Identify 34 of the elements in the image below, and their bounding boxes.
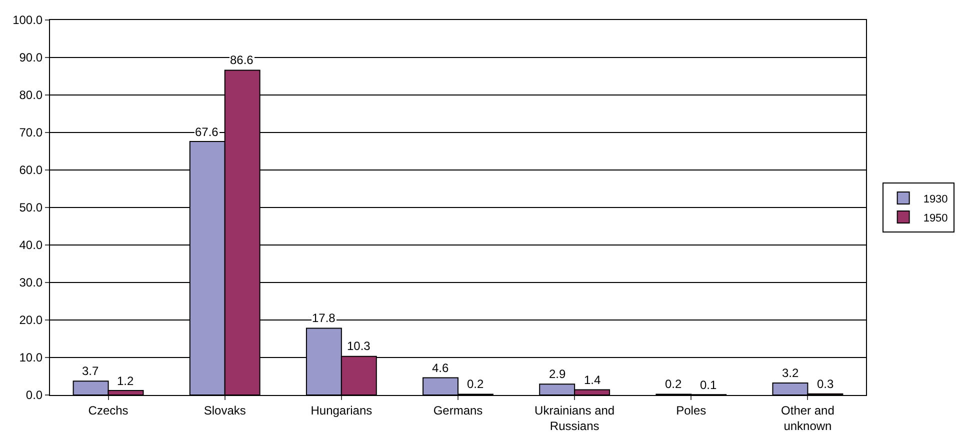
y-tick-label: 30.0 bbox=[19, 276, 43, 290]
data-label: 0.1 bbox=[700, 378, 718, 392]
y-tick-label: 80.0 bbox=[19, 88, 43, 102]
data-label: 3.2 bbox=[782, 366, 800, 380]
data-label: 1.4 bbox=[584, 373, 602, 387]
y-tick-label: 70.0 bbox=[19, 126, 43, 140]
data-label: 1.2 bbox=[117, 374, 134, 388]
y-tick-label: 90.0 bbox=[19, 50, 43, 65]
y-tick-label: 50.0 bbox=[19, 200, 43, 215]
data-label: 4.6 bbox=[432, 361, 450, 375]
data-label: 17.8 bbox=[312, 311, 336, 325]
data-label: 10.3 bbox=[347, 339, 371, 353]
data-label: 67.6 bbox=[195, 125, 219, 139]
data-label: 0.3 bbox=[817, 377, 834, 391]
x-tick-label: Hungarians bbox=[310, 403, 372, 418]
x-tick-label: Poles bbox=[676, 403, 706, 418]
x-tick-label: Germans bbox=[433, 403, 483, 418]
data-label: 86.6 bbox=[230, 53, 254, 67]
y-tick-label: 100.0 bbox=[12, 13, 43, 28]
y-tick-label: 10.0 bbox=[19, 350, 43, 365]
legend-label: 1950 bbox=[923, 212, 948, 224]
x-tick-label: Slovaks bbox=[204, 403, 246, 418]
x-tick-label: Ukrainians and Russians bbox=[534, 403, 615, 433]
y-tick-label: 0.0 bbox=[26, 388, 43, 402]
y-tick-label: 60.0 bbox=[19, 163, 43, 178]
x-tick-label: Other and unknown bbox=[781, 403, 834, 433]
data-label: 3.7 bbox=[82, 364, 100, 378]
data-label: 0.2 bbox=[665, 377, 682, 391]
data-label: 0.2 bbox=[467, 377, 484, 391]
y-tick-label: 40.0 bbox=[19, 238, 43, 252]
x-tick-label: Czechs bbox=[88, 403, 128, 418]
data-label: 2.9 bbox=[549, 367, 566, 381]
legend-label: 1930 bbox=[923, 193, 948, 206]
y-tick-label: 20.0 bbox=[19, 313, 43, 328]
